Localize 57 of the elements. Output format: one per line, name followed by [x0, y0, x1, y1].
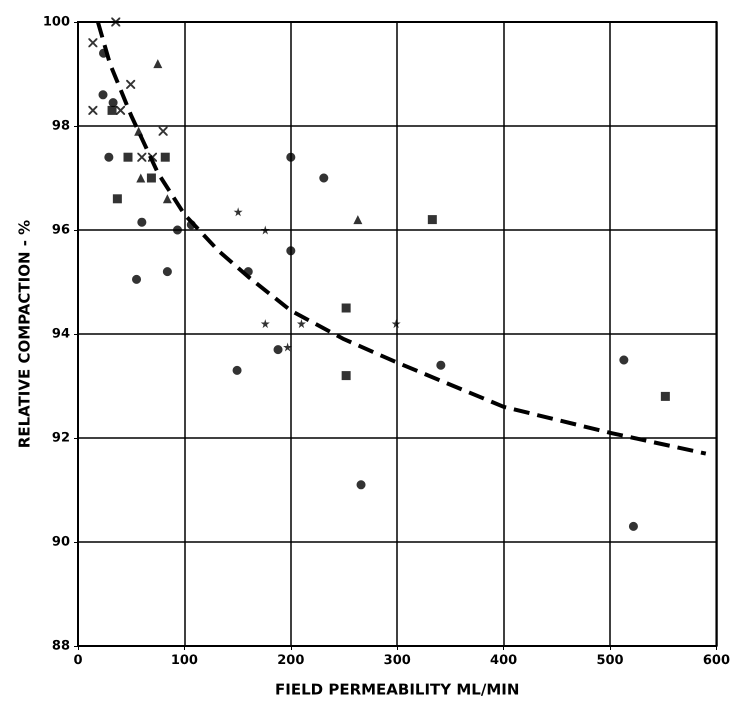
- y-tick-label: 96: [52, 222, 70, 238]
- point: [274, 345, 283, 354]
- point: [619, 356, 628, 364]
- point: [173, 226, 182, 234]
- point: [234, 207, 243, 216]
- y-tick-label: 88: [52, 638, 70, 654]
- point: [286, 152, 296, 162]
- point: [392, 319, 401, 328]
- point: [136, 174, 146, 182]
- point: [153, 59, 162, 68]
- point: [342, 371, 351, 380]
- point: [260, 319, 270, 328]
- point: [88, 106, 98, 115]
- x-tick-label: 300: [384, 653, 411, 668]
- point: [319, 174, 328, 182]
- y-tick-label: 92: [52, 430, 70, 446]
- x-tick-label: 0: [73, 653, 83, 668]
- y-tick-label: 98: [52, 118, 70, 134]
- point: [162, 194, 172, 204]
- point: [628, 522, 638, 531]
- point: [436, 360, 446, 370]
- point: [104, 152, 114, 162]
- point: [283, 342, 292, 352]
- point: [111, 18, 120, 26]
- point: [108, 98, 118, 108]
- point: [353, 215, 362, 224]
- point: [137, 218, 146, 227]
- x-tick-label: 500: [596, 653, 624, 668]
- x-tick-label: 100: [170, 653, 198, 668]
- point: [342, 304, 351, 312]
- x-tick-label: 600: [702, 653, 730, 668]
- point: [260, 226, 270, 234]
- y-tick-label: 94: [52, 326, 70, 342]
- point: [108, 106, 117, 115]
- point: [126, 80, 136, 89]
- point: [160, 152, 170, 162]
- point: [88, 38, 98, 48]
- point: [162, 267, 172, 276]
- point: [116, 106, 126, 115]
- point: [232, 366, 242, 375]
- point: [660, 392, 670, 401]
- point: [428, 215, 437, 224]
- point: [132, 274, 142, 284]
- point: [98, 90, 108, 100]
- point: [296, 319, 306, 328]
- y-axis-title: RELATIVE COMPACTION - %: [15, 220, 34, 448]
- y-tick-label: 90: [52, 534, 70, 550]
- point: [286, 246, 296, 256]
- x-axis-title: FIELD PERMEABILITY ML/MIN: [275, 680, 520, 698]
- point: [112, 194, 122, 204]
- point: [146, 174, 156, 182]
- y-tick-label: 100: [42, 14, 70, 30]
- x-tick-label: 200: [277, 653, 304, 668]
- point: [158, 126, 168, 136]
- point: [356, 480, 366, 490]
- x-tick-label: 400: [490, 653, 518, 668]
- point: [124, 152, 133, 162]
